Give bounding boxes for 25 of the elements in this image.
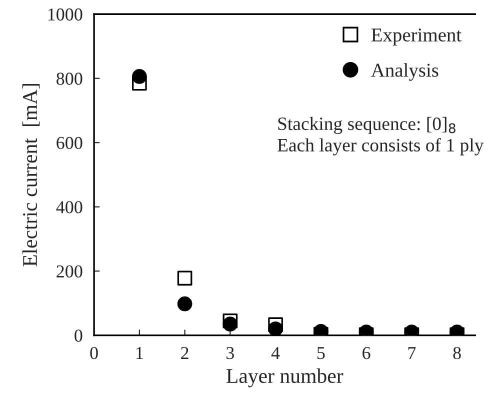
y-tick-label: 200 (56, 265, 82, 278)
y-axis-title: Electric current [mA] (22, 84, 40, 266)
x-tick-label: 6 (362, 347, 370, 360)
x-tick-label: 0 (90, 346, 98, 360)
point (177, 296, 192, 312)
x-tick-label: 5 (317, 347, 325, 360)
y-tick-label: 400 (56, 201, 82, 214)
y-tick-label: 800 (56, 72, 82, 85)
x-tick-label: 8 (453, 346, 461, 360)
x-axis-title: Layer number (226, 368, 344, 388)
legend-label: Analysis (371, 63, 438, 81)
annotation: Stacking sequence: [0]$_{8}$ Each layer consists of 1 ply (278, 116, 484, 156)
y-tick-label: 1000 (48, 8, 82, 21)
point (177, 270, 192, 286)
point (268, 321, 283, 336)
y-tick-label: 0 (74, 330, 82, 342)
x-tick-label: 1 (136, 347, 143, 359)
x-tick-label: 4 (271, 347, 280, 359)
legend-label: Experiment (371, 28, 462, 46)
y-tick-label: 600 (56, 136, 82, 150)
point (222, 316, 238, 332)
x-tick-label: 3 (226, 347, 234, 360)
x-tick-label: 7 (408, 347, 416, 359)
x-tick-label: 2 (181, 347, 188, 359)
point (132, 69, 147, 84)
